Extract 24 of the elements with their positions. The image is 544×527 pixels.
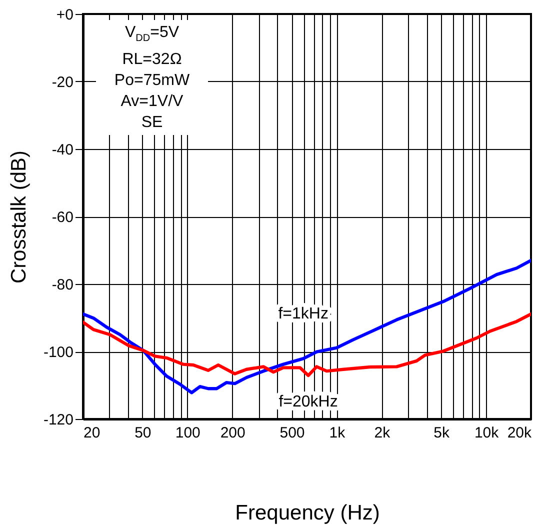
y-tick-label: -60 xyxy=(52,209,74,226)
y-tick-label: +0 xyxy=(56,6,74,24)
y-tick-label: -20 xyxy=(52,74,74,91)
y-tick-label: -100 xyxy=(43,344,74,361)
x-tick-label: 5k xyxy=(434,424,450,442)
x-tick-label: 200 xyxy=(220,424,246,442)
annotation: Av=1V/V xyxy=(120,92,184,112)
annotation: Po=75mW xyxy=(113,71,191,92)
y-tick-label: -120 xyxy=(43,412,74,428)
x-tick-label: 20k xyxy=(507,424,532,442)
x-tick-label: 500 xyxy=(280,424,305,442)
x-tick-label: 1k xyxy=(329,424,346,442)
x-tick-label: 10k xyxy=(474,424,500,442)
x-tick-label: 2k xyxy=(374,424,391,442)
x-tick-label: 100 xyxy=(175,424,200,442)
y-tick-label: -40 xyxy=(52,142,74,158)
annotation: SE xyxy=(140,113,164,134)
x-tick-label: 50 xyxy=(134,424,152,442)
y-tick-label: -80 xyxy=(52,276,74,294)
x-tick-label: 20 xyxy=(84,424,100,442)
x-axis-title: Frequency (Hz) xyxy=(235,502,380,524)
annotation: V$_{DD}$=5V xyxy=(124,23,180,46)
y-axis-title: Crosstalk (dB) xyxy=(7,150,30,284)
annotation: RL=32Ω xyxy=(121,50,183,70)
